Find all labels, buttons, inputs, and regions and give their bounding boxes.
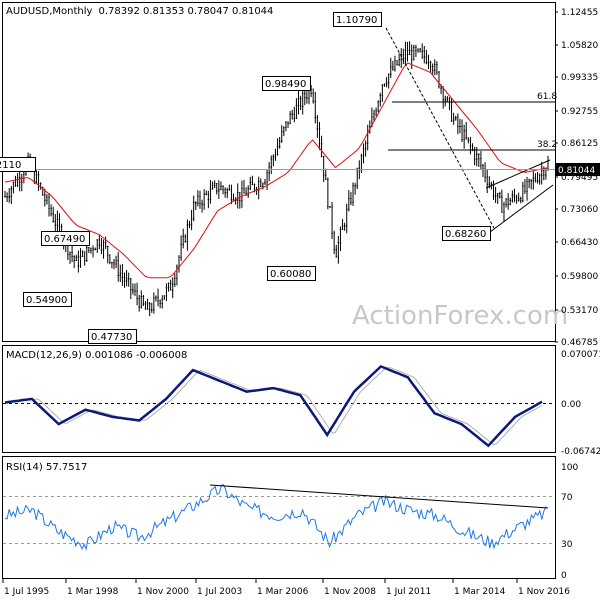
price-tick-label: 0.86125: [561, 139, 598, 149]
price-tick-label: 0.73060: [561, 205, 598, 215]
candlestick-series: [4, 41, 549, 317]
macd-main-line: [4, 365, 543, 448]
macd-tick-label: -0.067423: [561, 447, 600, 457]
rsi-axis: 100 70 30 0: [561, 463, 578, 581]
rsi-tick-label: 70: [561, 493, 573, 503]
time-tick-label: 1 Jul 2003: [197, 587, 242, 597]
downtrend-dashed-line: [385, 27, 495, 229]
macd-tick-label: 0.070071: [561, 350, 600, 360]
fib-61-8-label: 61.8: [537, 92, 557, 102]
price-tick-label: 0.92755: [561, 107, 598, 117]
macd-axis: 0.070071 0.00 -0.067423: [561, 350, 600, 457]
svg-text:0.82110: 0.82110: [0, 160, 21, 171]
channel-lower-line: [489, 184, 554, 233]
macd-title: MACD(12,26,9) 0.001086 -0.006008: [6, 350, 187, 361]
time-tick-label: 1 Nov 2008: [324, 587, 376, 597]
watermark: ActionForex.com: [352, 301, 568, 331]
price-tick-label: 0.66430: [561, 238, 598, 248]
annotation-low-2015: 0.68260: [442, 226, 491, 241]
moving-average-line: [4, 62, 549, 279]
time-tick-label: 1 Mar 1998: [67, 587, 119, 597]
svg-text:0.67490: 0.67490: [44, 234, 85, 245]
rsi-trendline: [209, 484, 549, 509]
price-tick-label: 0.79495: [561, 173, 598, 183]
rsi-title: RSI(14) 57.7517: [6, 462, 87, 473]
svg-text:0.81044: 0.81044: [558, 166, 595, 176]
price-tick-label: 0.99335: [561, 73, 598, 83]
price-axis: 1.12455 1.05820 0.99335 0.92755 0.86125 0.794…: [555, 8, 598, 348]
time-tick-label: 1 Mar 2006: [257, 587, 309, 597]
price-tick-label: 1.12455: [561, 8, 598, 18]
channel-upper-line: [485, 159, 551, 189]
annotation-low-2009: 0.60080: [267, 266, 316, 281]
symbol-title: AUDUSD,Monthly 0.78392 0.81353 0.78047 0.…: [6, 6, 273, 17]
rsi-tick-label: 30: [561, 540, 573, 550]
time-axis: 1 Jul 1995 1 Mar 1998 1 Nov 2000 1 Jul 2003…: [2, 579, 570, 597]
svg-text:0.54900: 0.54900: [26, 295, 67, 306]
rsi-panel-frame: [2, 456, 556, 579]
price-tick-label: 0.59800: [561, 272, 598, 282]
rsi-tick-label: 0: [561, 571, 567, 581]
time-tick-label: 1 Nov 2016: [518, 587, 570, 597]
annotation-level-1998: 0.67490: [41, 231, 90, 246]
price-tick-label: 1.05820: [561, 41, 598, 51]
svg-text:0.68260: 0.68260: [445, 229, 486, 240]
svg-text:0.47730: 0.47730: [91, 332, 132, 343]
annotation-peak-2011: 1.10790: [333, 12, 382, 27]
rsi-line: [4, 484, 547, 551]
annotation-level-1996: 0.82110: [0, 157, 36, 172]
svg-text:0.98490: 0.98490: [265, 79, 306, 90]
rsi-tick-label: 100: [561, 463, 578, 473]
price-tick-label: 0.46785: [561, 338, 598, 348]
price-panel-frame: [2, 2, 556, 342]
annotation-low-2001: 0.47730: [88, 329, 137, 344]
time-tick-label: 1 Jul 2011: [386, 587, 431, 597]
fib-38-2-label: 38.2: [537, 140, 557, 150]
time-tick-label: 1 Mar 2014: [454, 587, 506, 597]
annotation-peak-2008: 0.98490: [262, 76, 311, 91]
svg-text:1.10790: 1.10790: [336, 15, 377, 26]
current-price-tag: 0.81044: [556, 163, 600, 176]
time-tick-label: 1 Nov 2000: [137, 587, 189, 597]
macd-panel-frame: [2, 345, 556, 453]
annotation-level-1998b: 0.54900: [23, 292, 72, 307]
time-tick-label: 1 Jul 1995: [4, 587, 49, 597]
svg-text:0.60080: 0.60080: [270, 269, 311, 280]
macd-tick-label: 0.00: [561, 400, 581, 410]
price-tick-label: 0.53170: [561, 306, 598, 316]
